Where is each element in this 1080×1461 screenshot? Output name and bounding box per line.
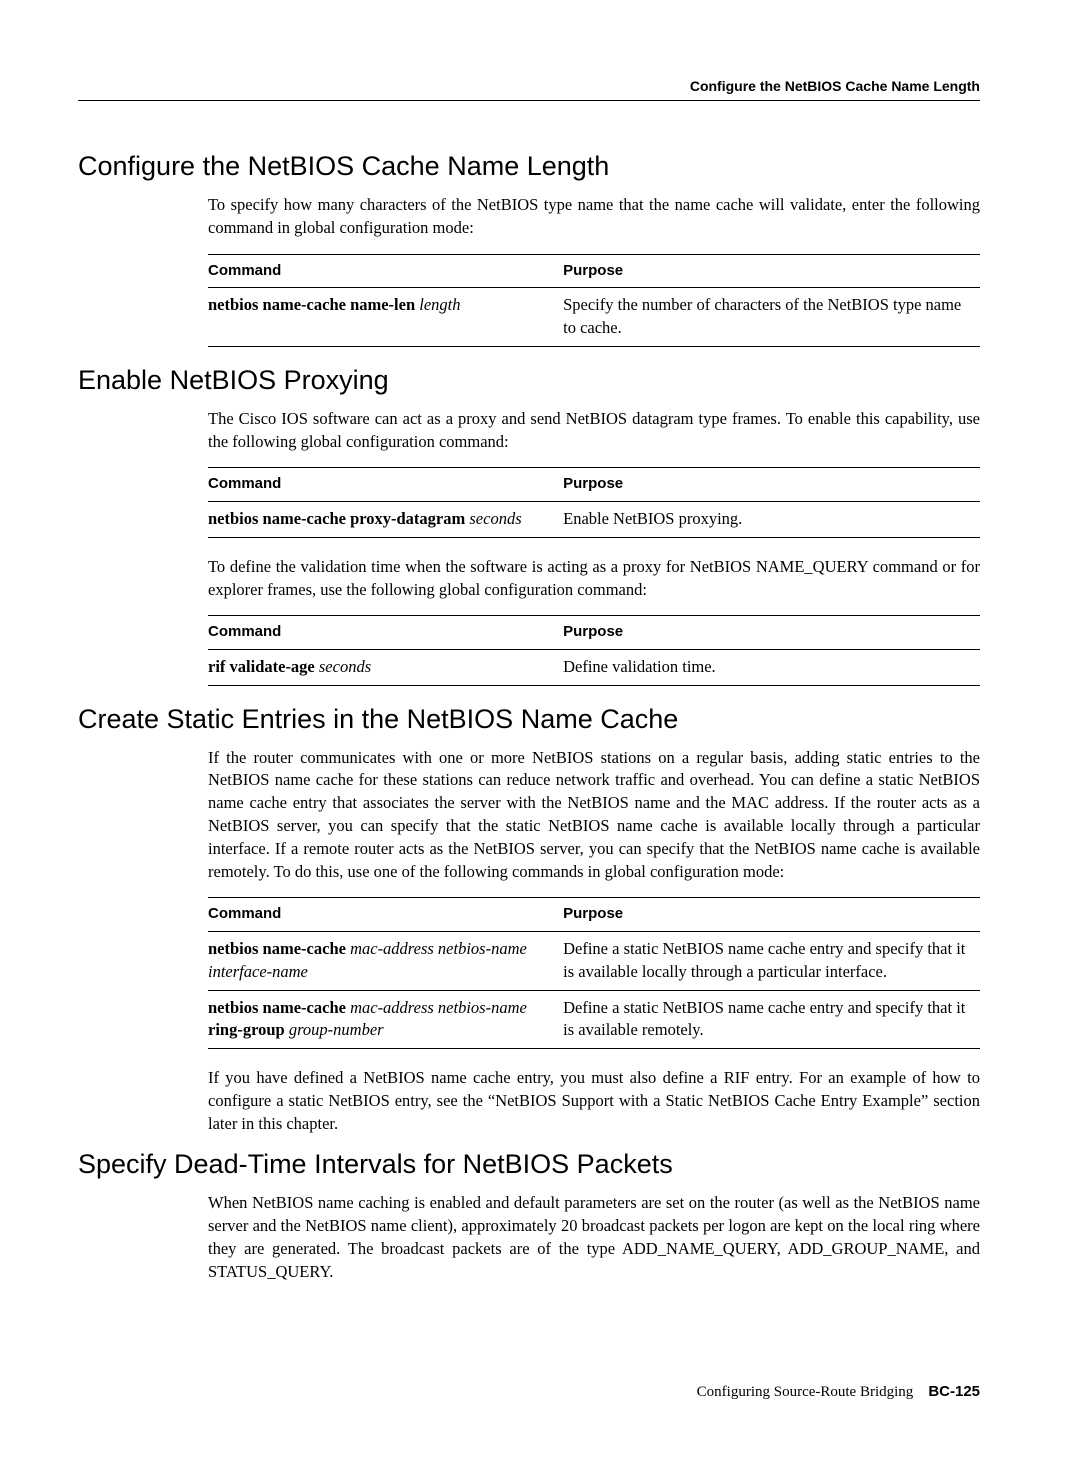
table-row: rif validate-age seconds Define validati… xyxy=(208,649,980,685)
table-cell-command: rif validate-age seconds xyxy=(208,649,563,685)
section-title: Specify Dead-Time Intervals for NetBIOS … xyxy=(78,1149,980,1180)
command-bold: rif validate-age xyxy=(208,657,315,676)
table-header-command: Command xyxy=(208,616,563,650)
table-row: netbios name-cache mac-address netbios-n… xyxy=(208,990,980,1049)
running-header: Configure the NetBIOS Cache Name Length xyxy=(78,78,980,101)
table-header-purpose: Purpose xyxy=(563,616,980,650)
command-table: Command Purpose netbios name-cache name-… xyxy=(208,254,980,347)
table-row: netbios name-cache proxy-datagram second… xyxy=(208,501,980,537)
paragraph: If the router communicates with one or m… xyxy=(208,747,980,884)
command-bold: netbios name-cache xyxy=(208,998,346,1017)
table-row: netbios name-cache mac-address netbios-n… xyxy=(208,932,980,991)
section-body: If the router communicates with one or m… xyxy=(208,747,980,1136)
command-bold: ring-group xyxy=(208,1020,285,1039)
paragraph: When NetBIOS name caching is enabled and… xyxy=(208,1192,980,1283)
section-body: The Cisco IOS software can act as a prox… xyxy=(208,408,980,686)
table-cell-purpose: Define validation time. xyxy=(563,649,980,685)
paragraph: The Cisco IOS software can act as a prox… xyxy=(208,408,980,454)
command-table: Command Purpose netbios name-cache proxy… xyxy=(208,467,980,537)
command-table: Command Purpose rif validate-age seconds… xyxy=(208,615,980,685)
table-header-purpose: Purpose xyxy=(563,898,980,932)
table-header-purpose: Purpose xyxy=(563,468,980,502)
page-footer: Configuring Source-Route Bridging BC-125 xyxy=(78,1383,980,1401)
page-number: BC-125 xyxy=(928,1383,980,1400)
table-header-row: Command Purpose xyxy=(208,468,980,502)
table-cell-purpose: Enable NetBIOS proxying. xyxy=(563,501,980,537)
table-header-row: Command Purpose xyxy=(208,254,980,288)
section-title: Configure the NetBIOS Cache Name Length xyxy=(78,151,980,182)
command-italic: seconds xyxy=(469,509,521,528)
command-bold: netbios name-cache name-len xyxy=(208,295,415,314)
table-header-row: Command Purpose xyxy=(208,616,980,650)
command-italic: mac-address netbios-name xyxy=(350,998,527,1017)
footer-text: Configuring Source-Route Bridging xyxy=(697,1384,914,1400)
table-cell-purpose: Define a static NetBIOS name cache entry… xyxy=(563,932,980,991)
section-body: To specify how many characters of the Ne… xyxy=(208,194,980,347)
table-header-command: Command xyxy=(208,254,563,288)
paragraph: To define the validation time when the s… xyxy=(208,556,980,602)
command-italic: length xyxy=(419,295,460,314)
table-cell-command: netbios name-cache mac-address netbios-n… xyxy=(208,990,563,1049)
paragraph: If you have defined a NetBIOS name cache… xyxy=(208,1067,980,1135)
table-cell-command: netbios name-cache mac-address netbios-n… xyxy=(208,932,563,991)
command-italic: seconds xyxy=(319,657,371,676)
table-cell-command: netbios name-cache name-len length xyxy=(208,288,563,347)
section-title: Enable NetBIOS Proxying xyxy=(78,365,980,396)
command-bold: netbios name-cache proxy-datagram xyxy=(208,509,465,528)
section-title: Create Static Entries in the NetBIOS Nam… xyxy=(78,704,980,735)
table-cell-command: netbios name-cache proxy-datagram second… xyxy=(208,501,563,537)
command-table: Command Purpose netbios name-cache mac-a… xyxy=(208,897,980,1049)
table-header-purpose: Purpose xyxy=(563,254,980,288)
table-header-row: Command Purpose xyxy=(208,898,980,932)
table-cell-purpose: Specify the number of characters of the … xyxy=(563,288,980,347)
paragraph: To specify how many characters of the Ne… xyxy=(208,194,980,240)
page: Configure the NetBIOS Cache Name Length … xyxy=(0,0,1080,1461)
table-cell-purpose: Define a static NetBIOS name cache entry… xyxy=(563,990,980,1049)
table-header-command: Command xyxy=(208,898,563,932)
table-row: netbios name-cache name-len length Speci… xyxy=(208,288,980,347)
section-body: When NetBIOS name caching is enabled and… xyxy=(208,1192,980,1283)
command-italic: group-number xyxy=(289,1020,384,1039)
command-bold: netbios name-cache xyxy=(208,939,346,958)
table-header-command: Command xyxy=(208,468,563,502)
